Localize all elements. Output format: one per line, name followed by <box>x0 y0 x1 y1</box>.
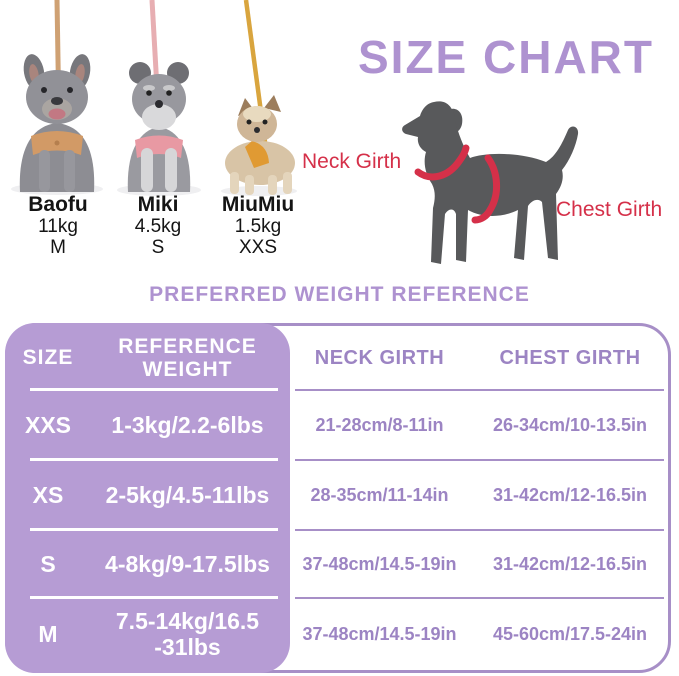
neck-girth-strap <box>414 144 470 181</box>
dog-caption-miumiu: MiuMiu 1.5kg XXS <box>208 193 308 258</box>
chest-girth-strap <box>471 154 500 224</box>
size-cell: XXS <box>24 412 72 438</box>
col-header-chest-girth: CHEST GIRTH <box>499 346 641 369</box>
col-header-neck-girth: NECK GIRTH <box>314 346 445 369</box>
weight-cell: 7.5-14kg/16.5 -31lbs <box>115 608 260 660</box>
chest-cell: 31-42cm/12-16.5in <box>492 553 648 574</box>
dog-measurement-diagram <box>402 101 579 264</box>
dog-size: M <box>50 237 66 258</box>
chest-girth-label: Chest Girth <box>556 198 663 221</box>
neck-cell: 21-28cm/8-11in <box>315 414 444 435</box>
dog-name: Baofu <box>28 193 88 216</box>
weight-cell: 2-5kg/4.5-11lbs <box>105 482 270 508</box>
chest-cell: 31-42cm/12-16.5in <box>492 484 648 505</box>
weight-cell: 1-3kg/2.2-6lbs <box>111 412 264 438</box>
chest-cell: 45-60cm/17.5-24in <box>492 623 648 644</box>
orange-harness <box>245 141 269 168</box>
table-row-s: S 4-8kg/9-17.5lbs 37-48cm/14.5-19in 31-4… <box>8 530 668 598</box>
col-header-reference-weight: REFERENCE WEIGHT <box>118 335 257 381</box>
dog-weight: 4.5kg <box>134 216 182 237</box>
schnauzer-illustration <box>127 0 191 192</box>
weight-cell: 4-8kg/9-17.5lbs <box>105 551 270 577</box>
table-row-m: M 7.5-14kg/16.5 -31lbs 37-48cm/14.5-19in… <box>8 598 668 670</box>
dog-silhouette <box>402 101 579 264</box>
size-cell: M <box>38 621 58 647</box>
table-row-xs: XS 2-5kg/4.5-11lbs 28-35cm/11-14in 31-42… <box>8 460 668 530</box>
french-bulldog-illustration <box>19 0 95 192</box>
neck-cell: 37-48cm/14.5-19in <box>302 553 457 574</box>
table-heading: PREFERRED WEIGHT REFERENCE <box>149 283 530 306</box>
dog-name: Miki <box>137 193 179 216</box>
chest-cell: 26-34cm/10-13.5in <box>492 414 648 435</box>
dog-caption-miki: Miki 4.5kg S <box>108 193 208 258</box>
table-row-xxs: XXS 1-3kg/2.2-6lbs 21-28cm/8-11in 26-34c… <box>8 390 668 460</box>
dog-name: MiuMiu <box>221 193 295 216</box>
dog-weight: 11kg <box>38 216 78 237</box>
yorkie-illustration <box>225 0 295 195</box>
size-table: SIZE REFERENCE WEIGHT NECK GIRTH CHEST G… <box>5 323 671 673</box>
size-cell: XS <box>32 482 64 508</box>
col-header-size: SIZE <box>22 346 74 369</box>
page-title: SIZE CHART <box>358 31 654 83</box>
dog-captions: Baofu 11kg M Miki 4.5kg S MiuMiu 1.5kg X… <box>8 193 308 258</box>
dog-size: XXS <box>238 237 278 258</box>
neck-girth-label: Neck Girth <box>302 150 402 173</box>
neck-cell: 28-35cm/11-14in <box>310 484 449 505</box>
table-header-row: SIZE REFERENCE WEIGHT NECK GIRTH CHEST G… <box>8 326 668 390</box>
neck-cell: 37-48cm/14.5-19in <box>302 623 457 644</box>
size-table-left-panel <box>5 323 290 673</box>
dog-caption-baofu: Baofu 11kg M <box>8 193 108 258</box>
dog-weight: 1.5kg <box>234 216 282 237</box>
dog-size: S <box>151 237 165 258</box>
size-cell: S <box>40 551 56 577</box>
three-dogs-photo-illustration <box>11 0 297 196</box>
